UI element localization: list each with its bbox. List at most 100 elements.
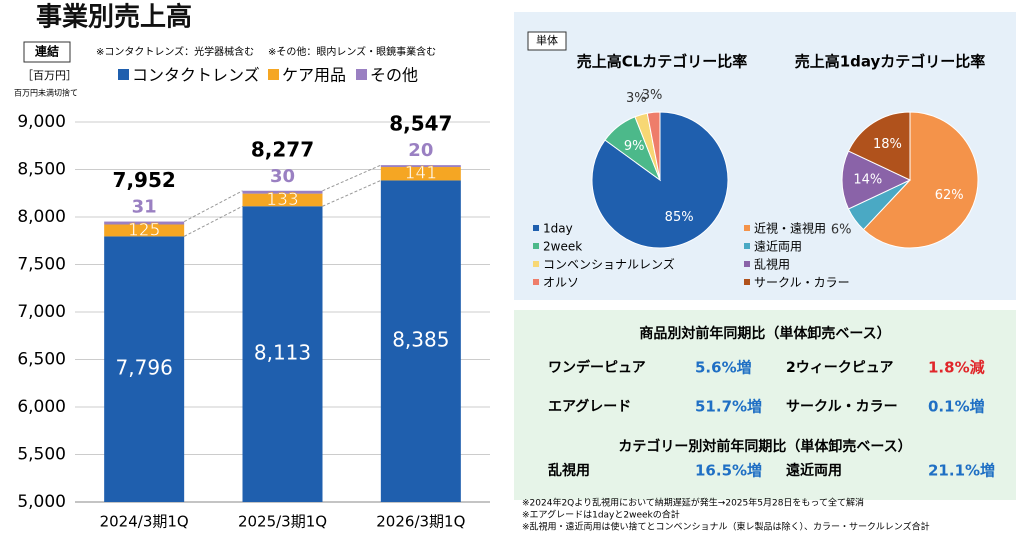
growth-label: サークル・カラー <box>786 399 898 415</box>
legend-label: 乱視用 <box>754 257 790 272</box>
connector <box>322 164 382 192</box>
bar-segment <box>380 167 461 181</box>
x-tick-label: 2025/3期1Q <box>238 513 327 531</box>
legend-label: コンタクトレンズ <box>132 66 260 85</box>
pie-title: 売上高1dayカテゴリー比率 <box>795 53 986 71</box>
note: ※コンタクトレンズ：光学器械含む <box>96 45 254 58</box>
bar-badge-box <box>23 41 71 63</box>
value-label: 31 <box>132 197 157 218</box>
pie-slice <box>646 111 661 181</box>
pie-label: 6% <box>831 222 852 237</box>
legend-swatch <box>533 243 539 249</box>
bar-badge: 連結 <box>35 44 59 59</box>
value-label: 141 <box>405 164 437 184</box>
legend-label: 遠近両用 <box>754 240 802 254</box>
legend-label: 1day <box>543 222 573 236</box>
bar-segment <box>104 236 185 502</box>
y-tick-label: 7,500 <box>17 255 66 275</box>
y-tick-label: 6,500 <box>17 350 66 370</box>
value-label: 8,113 <box>254 341 311 365</box>
total-label: 7,952 <box>113 168 176 192</box>
legend-swatch <box>533 225 539 231</box>
legend-swatch <box>118 69 129 80</box>
value-label: 30 <box>270 166 295 187</box>
y-tick-label: 6,000 <box>17 397 66 417</box>
pie-slice <box>847 111 911 181</box>
growth-heading: 商品別対前年同期比（単体卸売ベース） <box>639 325 890 342</box>
bar-segment <box>104 224 185 237</box>
growth-value: 1.8%減 <box>928 359 985 377</box>
y-tick-label: 5,500 <box>17 445 66 465</box>
x-tick-label: 2026/3期1Q <box>376 513 465 531</box>
y-tick-label: 8,000 <box>17 207 66 227</box>
pie-slice <box>841 150 912 210</box>
bar-segment <box>380 165 461 168</box>
y-tick-label: 8,500 <box>17 160 66 180</box>
footnote: ※2024年2Qより乱視用において納期遅延が発生→2025年5月28日をもって全… <box>522 497 864 509</box>
pie-label: 85% <box>665 210 694 225</box>
pie-title: 売上高CLカテゴリー比率 <box>577 53 748 71</box>
legend-swatch <box>268 69 279 80</box>
growth-value: 0.1%増 <box>928 398 985 416</box>
value-label: 20 <box>408 140 433 161</box>
connector <box>322 179 382 207</box>
legend-label: コンベンショナルレンズ <box>543 257 675 272</box>
pie-label: 14% <box>853 173 882 188</box>
legend-swatch <box>744 261 750 267</box>
bar-segment <box>242 193 323 207</box>
pie-label: 3% <box>626 91 647 106</box>
value-label: 8,385 <box>392 328 449 352</box>
bar-segment <box>104 221 185 225</box>
pie-slice <box>862 111 979 249</box>
note: ※その他：眼内レンズ・眼鏡事業含む <box>268 45 436 58</box>
legend-swatch <box>744 279 750 285</box>
growth-value: 16.5%増 <box>695 462 762 480</box>
growth-heading: カテゴリー別対前年同期比（単体卸売ベース） <box>618 438 911 455</box>
legend-swatch <box>533 279 539 285</box>
legend-swatch <box>356 69 367 80</box>
footnote: ※エアグレードは1dayと2weekの合計 <box>522 509 680 521</box>
value-label: 7,796 <box>116 356 173 380</box>
growth-panel <box>514 310 1016 500</box>
total-label: 8,277 <box>251 137 314 161</box>
growth-label: エアグレード <box>548 398 631 415</box>
y-tick-label: 5,000 <box>17 492 66 512</box>
total-label: 8,547 <box>389 112 452 136</box>
connector <box>183 205 243 237</box>
growth-label: 乱視用 <box>548 462 590 479</box>
pie-label: 9% <box>624 139 645 154</box>
x-tick-label: 2024/3期1Q <box>100 513 189 531</box>
legend-label: ケア用品 <box>282 66 346 85</box>
growth-value: 51.7%増 <box>695 398 762 416</box>
unit: ［百万円］ <box>22 69 77 82</box>
pie-label: 18% <box>873 137 902 152</box>
legend-label: サークル・カラー <box>754 276 850 290</box>
legend-swatch <box>744 243 750 249</box>
growth-label: ワンデーピュア <box>548 359 646 376</box>
legend-label: 近視・遠視用 <box>754 221 826 236</box>
growth-value: 21.1%増 <box>928 462 995 480</box>
pie-label: 62% <box>935 188 964 203</box>
growth-value: 5.6%増 <box>695 359 752 377</box>
legend-swatch <box>744 225 750 231</box>
footnote: ※乱視用・遠近両用は使い捨てとコンベンショナル（東レ製品は除く）、カラー・サーク… <box>522 521 930 533</box>
bar-segment <box>242 190 323 194</box>
pie-label: 3% <box>642 88 663 103</box>
legend-label: 2week <box>543 240 582 254</box>
panel-badge: 単体 <box>536 33 558 47</box>
y-tick-label: 9,000 <box>17 112 66 132</box>
legend-label: その他 <box>370 66 418 85</box>
bar-segment <box>242 206 323 502</box>
value-label: 125 <box>128 220 160 240</box>
legend-swatch <box>533 261 539 267</box>
page-title: 事業別売上高 <box>36 2 192 33</box>
legend-label: オルソ <box>543 276 579 290</box>
connector <box>183 190 243 223</box>
growth-label: 2ウィークピュア <box>786 360 893 376</box>
bar-segment <box>380 180 461 503</box>
unit-note: 百万円未満切捨て <box>14 88 78 98</box>
value-label: 133 <box>266 190 298 210</box>
panel-badge-box <box>527 31 567 51</box>
growth-label: 遠近両用 <box>786 462 842 479</box>
